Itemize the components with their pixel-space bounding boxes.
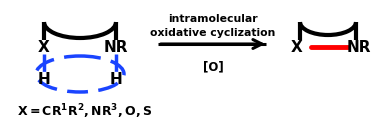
- Text: H: H: [38, 72, 50, 87]
- Text: oxidative cyclization: oxidative cyclization: [150, 28, 276, 38]
- Text: intramolecular: intramolecular: [168, 14, 258, 24]
- Text: H: H: [110, 72, 122, 87]
- Text: [O]: [O]: [203, 60, 223, 73]
- Text: NR: NR: [347, 40, 371, 55]
- Text: X: X: [38, 40, 50, 55]
- Text: NR: NR: [104, 40, 128, 55]
- Text: X: X: [291, 40, 303, 55]
- Text: $\mathbf{X = CR^1R^2, NR^3, O, S}$: $\mathbf{X = CR^1R^2, NR^3, O, S}$: [17, 103, 153, 121]
